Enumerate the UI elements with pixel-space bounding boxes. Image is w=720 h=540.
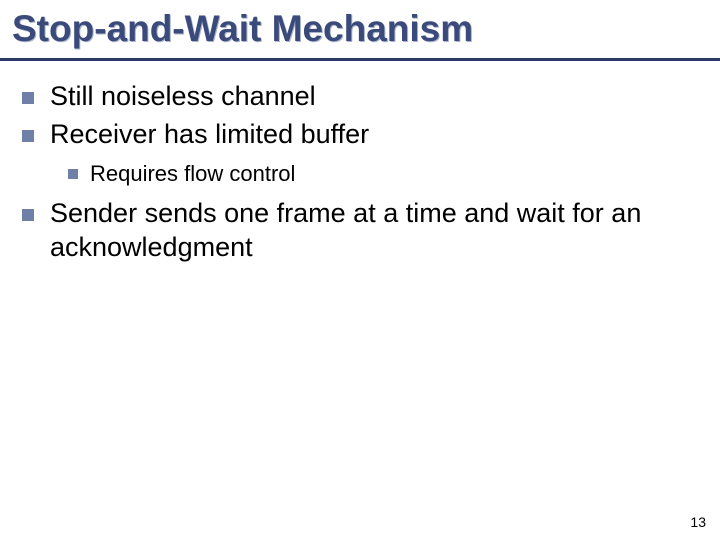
square-bullet-icon bbox=[22, 130, 34, 142]
list-item-text: Sender sends one frame at a time and wai… bbox=[50, 197, 700, 265]
sublist: Requires flow control bbox=[68, 160, 700, 188]
page-number: 13 bbox=[690, 514, 706, 530]
list-item: Receiver has limited buffer bbox=[22, 118, 700, 152]
list-item-text: Requires flow control bbox=[90, 160, 295, 188]
list-item: Still noiseless channel bbox=[22, 80, 700, 114]
content-area: Still noiseless channel Receiver has lim… bbox=[22, 80, 700, 269]
square-bullet-icon bbox=[22, 92, 34, 104]
slide: Stop-and-Wait Mechanism Still noiseless … bbox=[0, 0, 720, 540]
list-item-text: Receiver has limited buffer bbox=[50, 118, 369, 152]
square-bullet-icon bbox=[22, 209, 34, 221]
square-bullet-icon bbox=[68, 169, 78, 179]
title-underline bbox=[0, 58, 720, 61]
list-item: Sender sends one frame at a time and wai… bbox=[22, 197, 700, 265]
list-item-text: Still noiseless channel bbox=[50, 80, 316, 114]
list-item: Requires flow control bbox=[68, 160, 700, 188]
slide-title: Stop-and-Wait Mechanism bbox=[12, 8, 473, 50]
